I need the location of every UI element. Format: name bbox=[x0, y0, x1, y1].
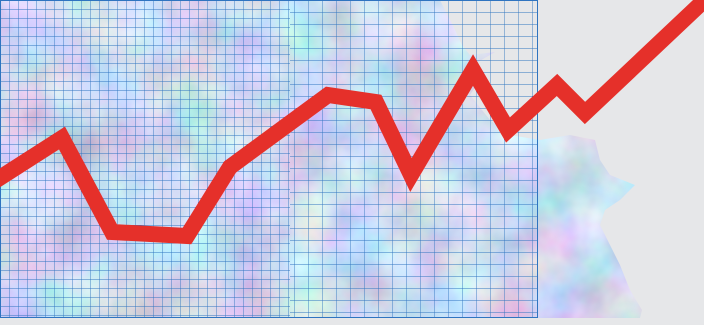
grid-border bbox=[0, 0, 538, 318]
trend-line bbox=[0, 0, 704, 245]
